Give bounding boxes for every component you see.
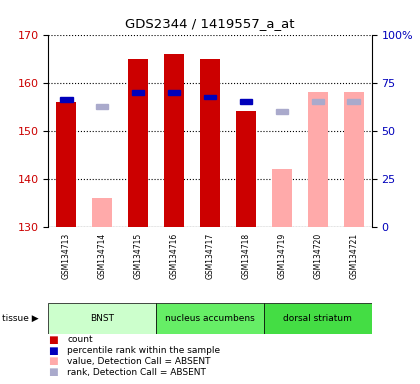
Bar bbox=[60, 97, 73, 102]
Bar bbox=[132, 90, 144, 94]
Bar bbox=[168, 90, 180, 94]
Bar bbox=[200, 58, 220, 227]
Text: BNST: BNST bbox=[90, 314, 114, 323]
Bar bbox=[156, 303, 264, 334]
Text: GSM134715: GSM134715 bbox=[134, 233, 143, 279]
Bar bbox=[312, 99, 324, 104]
Text: GSM134719: GSM134719 bbox=[277, 233, 286, 279]
Text: tissue ▶: tissue ▶ bbox=[2, 314, 39, 323]
Bar bbox=[240, 99, 252, 104]
Text: dorsal striatum: dorsal striatum bbox=[284, 314, 352, 323]
Bar bbox=[56, 102, 76, 227]
Text: count: count bbox=[67, 335, 93, 344]
Bar bbox=[128, 58, 148, 227]
Text: ■: ■ bbox=[48, 367, 58, 377]
Text: GSM134718: GSM134718 bbox=[241, 233, 250, 279]
Bar bbox=[272, 169, 292, 227]
Text: nucleus accumbens: nucleus accumbens bbox=[165, 314, 255, 323]
Text: rank, Detection Call = ABSENT: rank, Detection Call = ABSENT bbox=[67, 367, 206, 377]
Text: GSM134716: GSM134716 bbox=[170, 233, 178, 279]
Bar bbox=[92, 198, 112, 227]
Text: ■: ■ bbox=[48, 335, 58, 345]
Text: ■: ■ bbox=[48, 346, 58, 356]
Text: GSM134713: GSM134713 bbox=[62, 233, 71, 279]
Bar bbox=[308, 92, 328, 227]
Text: value, Detection Call = ABSENT: value, Detection Call = ABSENT bbox=[67, 357, 211, 366]
Bar bbox=[96, 104, 108, 109]
Bar bbox=[48, 303, 156, 334]
Bar bbox=[347, 99, 360, 104]
Bar bbox=[164, 54, 184, 227]
Text: GSM134714: GSM134714 bbox=[98, 233, 107, 279]
Text: GSM134717: GSM134717 bbox=[205, 233, 215, 279]
Bar bbox=[344, 92, 364, 227]
Bar bbox=[236, 111, 256, 227]
Bar bbox=[276, 109, 288, 114]
Bar bbox=[264, 303, 372, 334]
Text: percentile rank within the sample: percentile rank within the sample bbox=[67, 346, 220, 355]
Text: GDS2344 / 1419557_a_at: GDS2344 / 1419557_a_at bbox=[125, 17, 295, 30]
Text: GSM134721: GSM134721 bbox=[349, 233, 358, 279]
Bar bbox=[204, 94, 216, 99]
Text: GSM134720: GSM134720 bbox=[313, 233, 322, 279]
Text: ■: ■ bbox=[48, 356, 58, 366]
